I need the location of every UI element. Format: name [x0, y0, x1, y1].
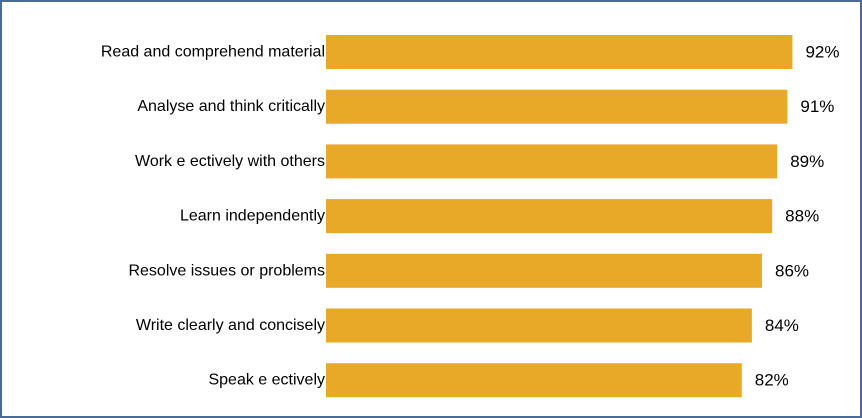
data-label: 92%: [805, 43, 839, 62]
category-label: Write clearly and concisely: [136, 317, 325, 334]
bar: [326, 363, 742, 398]
bars-layer: [326, 35, 793, 398]
bar: [326, 253, 763, 288]
data-label: 91%: [800, 97, 834, 116]
category-label: Resolve issues or problems: [128, 262, 325, 279]
labels-layer: Read and comprehend material 92% Analyse a…: [101, 43, 840, 390]
category-label: Read and comprehend material: [101, 44, 325, 61]
category-label: Work e ectively with others: [135, 153, 325, 170]
bar: [326, 89, 788, 124]
bar: [326, 199, 773, 234]
bar: [326, 308, 752, 343]
data-label: 88%: [785, 207, 819, 226]
data-label: 82%: [755, 371, 789, 390]
data-label: 89%: [790, 152, 824, 171]
category-label: Speak e ectively: [208, 372, 325, 389]
data-label: 84%: [765, 316, 799, 335]
category-label: Analyse and think critically: [137, 98, 325, 115]
category-label: Learn independently: [180, 208, 325, 225]
data-label: 86%: [775, 261, 809, 280]
bar: [326, 35, 793, 69]
bar: [326, 144, 778, 179]
